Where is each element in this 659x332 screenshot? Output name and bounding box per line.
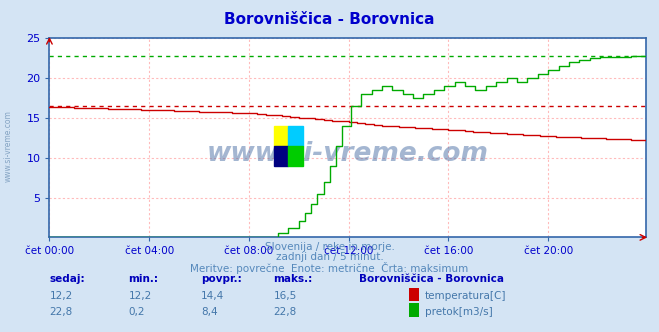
- Text: 12,2: 12,2: [129, 291, 152, 301]
- Text: pretok[m3/s]: pretok[m3/s]: [425, 307, 493, 317]
- Text: 8,4: 8,4: [201, 307, 217, 317]
- Text: www.si-vreme.com: www.si-vreme.com: [3, 110, 13, 182]
- Bar: [274, 146, 289, 166]
- Text: 14,4: 14,4: [201, 291, 224, 301]
- Bar: [289, 146, 303, 166]
- Bar: [274, 126, 289, 146]
- Text: min.:: min.:: [129, 274, 159, 284]
- Text: 12,2: 12,2: [49, 291, 72, 301]
- Text: 0,2: 0,2: [129, 307, 145, 317]
- Text: 16,5: 16,5: [273, 291, 297, 301]
- Text: zadnji dan / 5 minut.: zadnji dan / 5 minut.: [275, 252, 384, 262]
- Text: Meritve: povrečne  Enote: metrične  Črta: maksimum: Meritve: povrečne Enote: metrične Črta: …: [190, 262, 469, 274]
- Bar: [289, 126, 303, 146]
- Text: maks.:: maks.:: [273, 274, 313, 284]
- Text: Borovniščica - Borovnica: Borovniščica - Borovnica: [359, 274, 504, 284]
- Text: Borovniščica - Borovnica: Borovniščica - Borovnica: [224, 12, 435, 27]
- Text: sedaj:: sedaj:: [49, 274, 85, 284]
- Text: www.si-vreme.com: www.si-vreme.com: [207, 141, 488, 167]
- Text: 22,8: 22,8: [49, 307, 72, 317]
- Text: povpr.:: povpr.:: [201, 274, 242, 284]
- Text: Slovenija / reke in morje.: Slovenija / reke in morje.: [264, 242, 395, 252]
- Text: 22,8: 22,8: [273, 307, 297, 317]
- Text: temperatura[C]: temperatura[C]: [425, 291, 507, 301]
